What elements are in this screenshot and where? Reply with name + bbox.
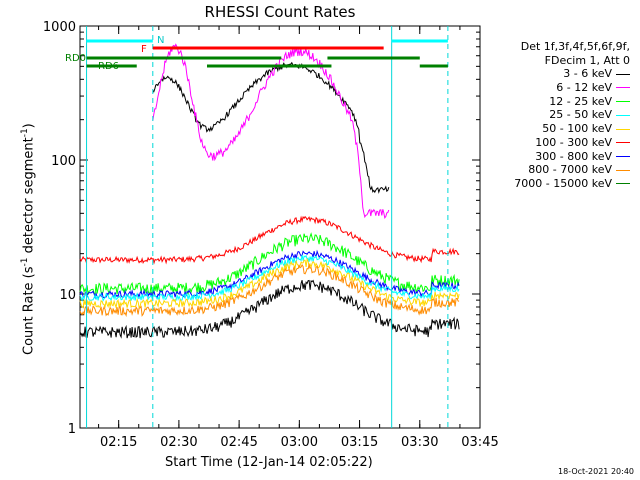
- y-axis-label-sup1: -1: [20, 257, 30, 267]
- legend-header-line1: Det 1f,3f,4f,5f,6f,9f,: [520, 40, 630, 53]
- x-axis-label: Start Time (12-Jan-14 02:05:22): [165, 455, 373, 470]
- legend-entry: 25 - 50 keV: [478, 108, 636, 122]
- y-axis-label-sup2: -1: [20, 128, 30, 138]
- legend-entry-label: 800 - 7000 keV: [528, 163, 612, 177]
- y-axis-label-part1: Count Rate (s: [21, 266, 37, 355]
- series-50-100kev-line: [79, 257, 460, 310]
- legend-entry-label: 100 - 300 keV: [535, 135, 612, 149]
- legend-entry-label: 25 - 50 keV: [549, 108, 612, 122]
- series-3-6kev-background-line: [79, 279, 460, 339]
- legend-swatch: [616, 183, 630, 185]
- x-tick-label: 02:30: [160, 435, 197, 450]
- series-3-6kev-flare-line: [152, 61, 390, 194]
- x-tick-label: 02:45: [220, 435, 257, 450]
- x-tick-label: 03:45: [461, 435, 498, 450]
- legend: Det 1f,3f,4f,5f,6f,9f, FDecim 1, Att 0 3…: [478, 40, 636, 191]
- legend-header-line2: FDecim 1, Att 0: [544, 53, 630, 67]
- y-tick-label: 100: [51, 154, 76, 169]
- series-300-800kev-line: [79, 249, 460, 300]
- legend-entry: 800 - 7000 keV: [478, 163, 636, 177]
- legend-entry-label: 300 - 800 keV: [535, 149, 612, 163]
- y-axis-label: Count Rate (s-1 detector segment-1): [20, 123, 36, 355]
- legend-entry: 12 - 25 keV: [478, 95, 636, 109]
- plot-frame: [79, 25, 481, 429]
- timestamp: 18-Oct-2021 20:40: [558, 467, 634, 476]
- chart-title: RHESSI Count Rates: [204, 3, 356, 21]
- x-tick-label: 02:15: [100, 435, 137, 450]
- y-tick-label: 10: [59, 288, 76, 303]
- annotation-rd0: RD0: [65, 53, 86, 64]
- legend-entry-label: 50 - 100 keV: [542, 122, 612, 136]
- legend-entry-label: 3 - 6 keV: [563, 67, 612, 81]
- series-6-12kev-flare-line: [152, 43, 390, 219]
- legend-entry-label: 7000 - 15000 keV: [514, 176, 612, 190]
- series-12-25kev-line: [79, 232, 460, 297]
- legend-entry-label: 6 - 12 keV: [556, 81, 612, 95]
- x-tick-label: 03:15: [341, 435, 378, 450]
- x-tick-label: 03:00: [281, 435, 318, 450]
- legend-swatch: [616, 114, 630, 116]
- legend-entry: 6 - 12 keV: [478, 81, 636, 95]
- series-25-50kev-line: [79, 254, 460, 302]
- y-axis-label-part3: ): [21, 123, 37, 129]
- legend-swatch: [616, 169, 630, 171]
- legend-swatch: [616, 101, 630, 103]
- annotation-f: F: [141, 44, 147, 55]
- series-800-7000kev-line: [79, 262, 460, 318]
- legend-entry-label: 12 - 25 keV: [549, 94, 612, 108]
- series-100-300kev-line: [79, 215, 460, 265]
- legend-swatch: [616, 142, 630, 144]
- legend-swatch: [616, 128, 630, 130]
- annotation-n: N: [157, 35, 164, 46]
- legend-entry: 7000 - 15000 keV: [478, 177, 636, 191]
- y-tick-label: 1: [68, 422, 76, 437]
- y-tick-label: 1000: [43, 20, 76, 35]
- annotation-rd6: RD6: [98, 61, 119, 72]
- legend-swatch: [616, 87, 630, 89]
- legend-entry: 50 - 100 keV: [478, 122, 636, 136]
- legend-entry: 100 - 300 keV: [478, 136, 636, 150]
- x-tick-label: 03:30: [401, 435, 438, 450]
- legend-entry: 300 - 800 keV: [478, 150, 636, 164]
- legend-swatch: [616, 155, 630, 157]
- legend-entry: 3 - 6 keV: [478, 67, 636, 81]
- legend-swatch: [616, 73, 630, 75]
- y-axis-label-part2: detector segment: [21, 137, 37, 258]
